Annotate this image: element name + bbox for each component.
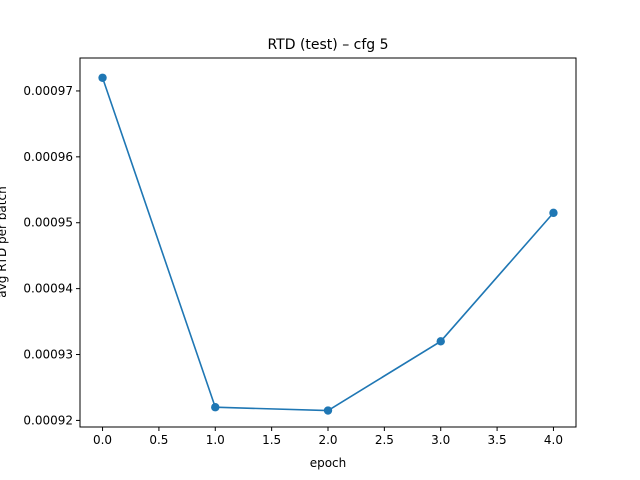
data-point <box>98 73 107 82</box>
chart-title: RTD (test) – cfg 5 <box>267 37 388 53</box>
x-tick-label: 0.0 <box>93 433 112 447</box>
y-axis-label: avg RTD per batch <box>0 186 9 297</box>
data-point <box>436 337 445 346</box>
y-tick-label: 0.00095 <box>23 216 73 230</box>
x-tick-label: 1.0 <box>206 433 225 447</box>
data-point <box>549 208 558 218</box>
x-axis-label: epoch <box>310 456 347 470</box>
data-point <box>211 403 220 412</box>
x-tick-label: 1.5 <box>262 433 281 447</box>
x-tick-label: 3.0 <box>431 433 450 447</box>
y-tick-label: 0.00092 <box>23 413 73 427</box>
x-tick-label: 4.0 <box>544 433 563 447</box>
data-point <box>323 406 333 415</box>
y-tick-label: 0.00094 <box>23 282 73 296</box>
y-tick-label: 0.00093 <box>23 348 73 362</box>
x-tick-label: 3.5 <box>488 433 507 447</box>
y-tick-label: 0.00097 <box>23 84 73 98</box>
x-tick-label: 2.5 <box>375 433 394 447</box>
x-tick-label: 2.0 <box>318 433 337 447</box>
plot-frame <box>79 57 577 428</box>
x-tick-label: 0.5 <box>149 433 168 447</box>
y-tick-label: 0.00096 <box>23 150 73 164</box>
